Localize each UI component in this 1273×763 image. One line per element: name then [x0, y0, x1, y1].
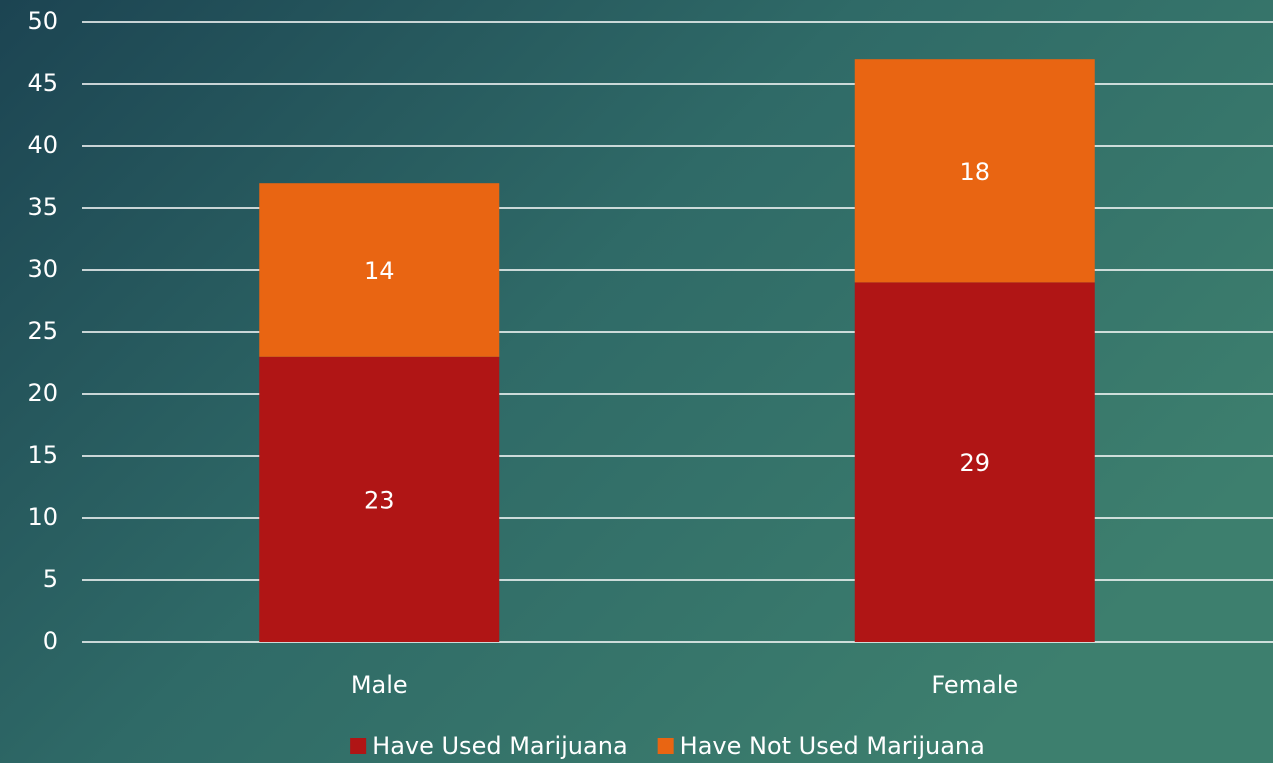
- y-tick-label: 30: [27, 255, 58, 283]
- y-tick-label: 50: [27, 7, 58, 35]
- data-label: 18: [959, 158, 990, 186]
- y-tick-label: 35: [27, 193, 58, 221]
- data-label: 23: [364, 486, 395, 514]
- y-tick-label: 20: [27, 379, 58, 407]
- data-label: 29: [959, 449, 990, 477]
- y-tick-label: 10: [27, 503, 58, 531]
- y-tick-label: 5: [43, 565, 58, 593]
- x-tick-label: Female: [931, 671, 1018, 699]
- y-tick-label: 45: [27, 69, 58, 97]
- legend-label: Have Not Used Marijuana: [680, 732, 985, 760]
- bar-segment: [259, 183, 500, 357]
- legend-swatch: [350, 738, 367, 754]
- data-label: 14: [364, 257, 395, 285]
- legend-swatch: [657, 738, 674, 754]
- x-tick-label: Male: [351, 671, 408, 699]
- y-tick-label: 0: [43, 627, 58, 655]
- y-tick-label: 15: [27, 441, 58, 469]
- y-tick-label: 40: [27, 131, 58, 159]
- bar-segment: [854, 282, 1095, 642]
- bar-segment: [854, 59, 1095, 283]
- legend-label: Have Used Marijuana: [372, 732, 628, 760]
- bar-segment: [259, 356, 500, 642]
- y-tick-label: 25: [27, 317, 58, 345]
